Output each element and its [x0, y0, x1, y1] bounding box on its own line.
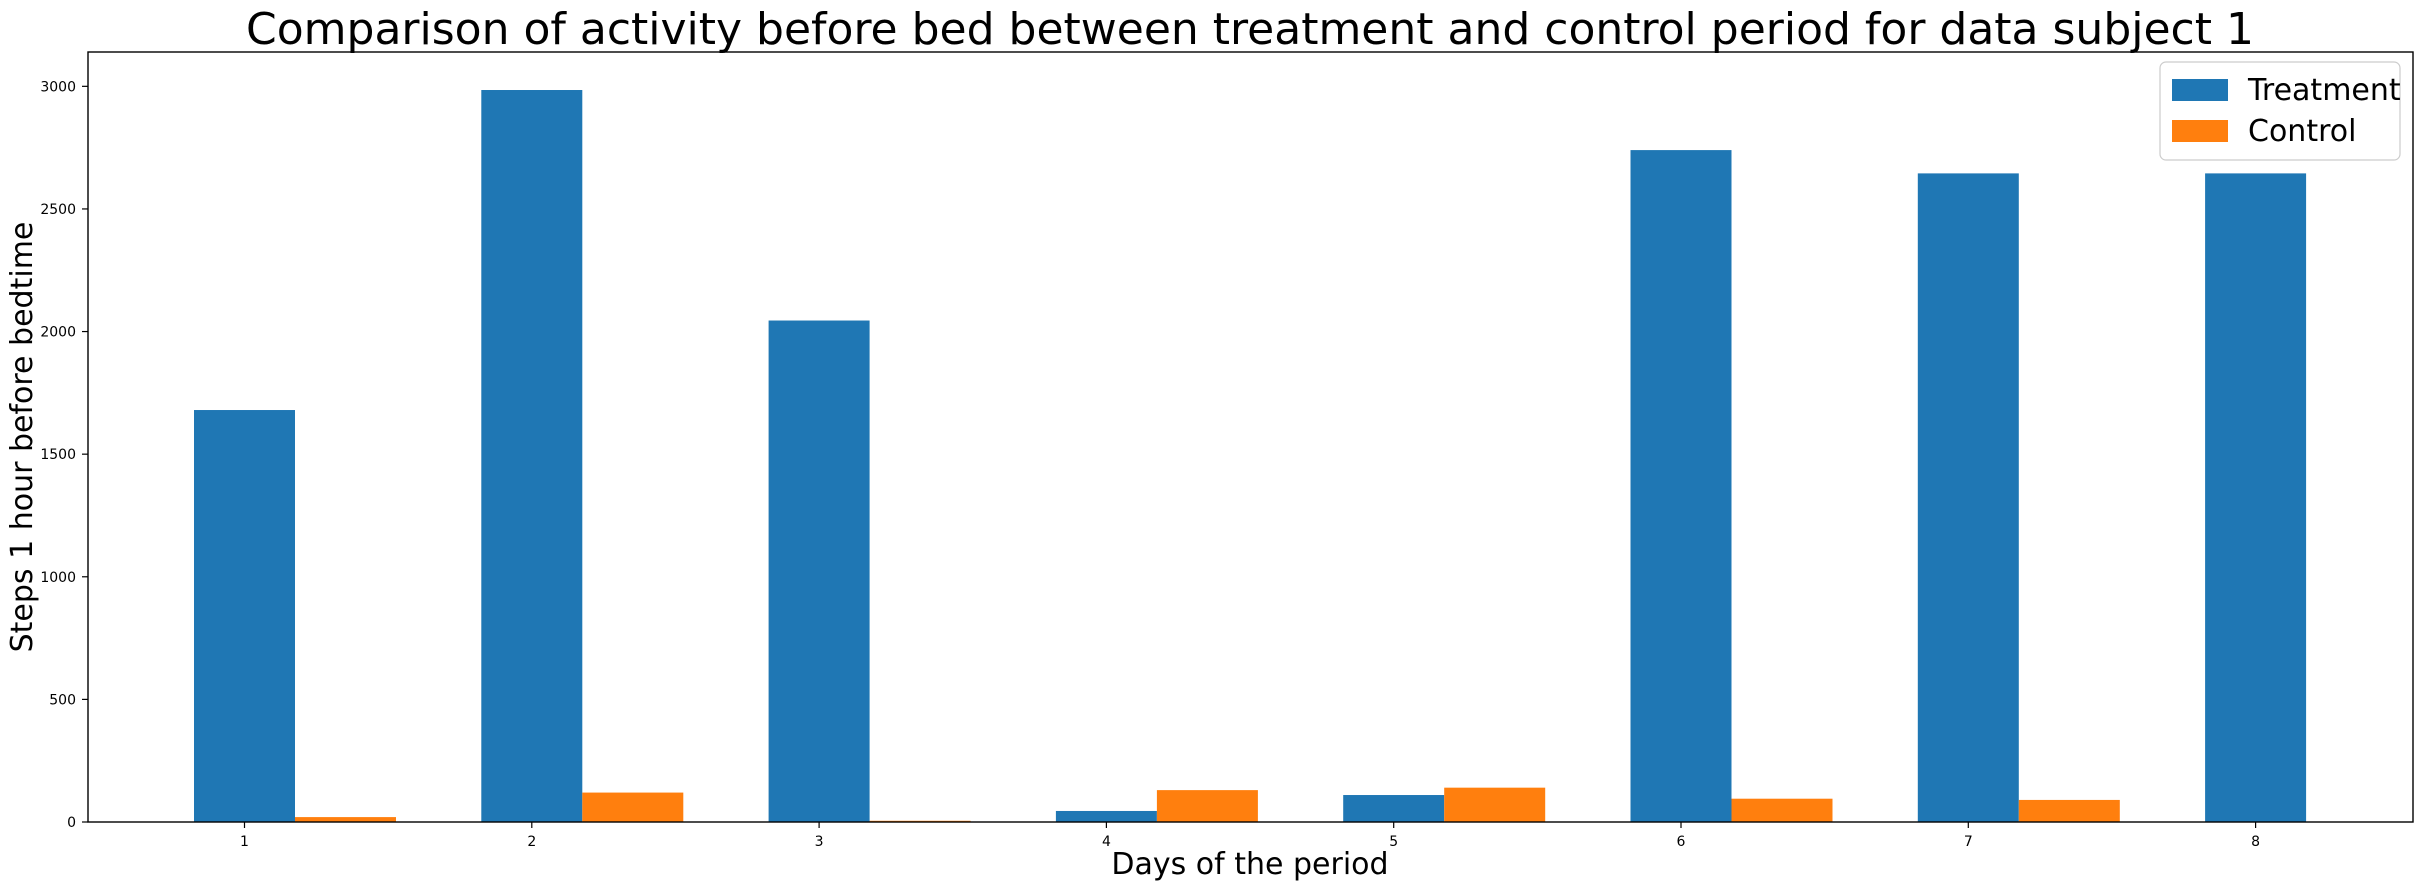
y-tick-label: 500 — [49, 692, 76, 708]
y-axis-label: Steps 1 hour before bedtime — [5, 222, 40, 653]
y-tick-label: 2500 — [40, 202, 76, 218]
bar-control-day-4 — [1156, 790, 1258, 822]
bar-treatment-day-4 — [1055, 810, 1157, 822]
x-tick-label: 1 — [240, 834, 249, 850]
legend-swatch-control — [2172, 120, 2228, 142]
legend-label-treatment: Treatment — [2247, 73, 2401, 108]
x-tick-label: 4 — [1102, 834, 1111, 850]
y-tick-label: 2000 — [40, 325, 76, 341]
legend-swatch-treatment — [2172, 79, 2228, 101]
y-tick-label: 0 — [67, 815, 76, 831]
bar-treatment-day-3 — [768, 320, 870, 822]
legend: Treatment Control — [2159, 61, 2401, 161]
x-tick-label: 5 — [1389, 834, 1398, 850]
bar-treatment-day-5 — [1343, 795, 1445, 822]
bar-control-day-5 — [1444, 787, 1546, 822]
y-ticks: 0 500 1000 1500 2000 2500 3000 — [40, 79, 88, 831]
bar-treatment-day-2 — [481, 90, 583, 823]
legend-label-control: Control — [2248, 114, 2356, 149]
bar-control-day-6 — [1731, 798, 1833, 822]
bar-treatment-day-8 — [2205, 173, 2307, 822]
bar-treatment-day-6 — [1630, 150, 1732, 822]
y-tick-label: 1500 — [40, 447, 76, 463]
bars-group — [194, 90, 2307, 823]
y-tick-label: 3000 — [40, 79, 76, 95]
bar-control-day-2 — [582, 792, 684, 822]
chart-title: Comparison of activity before bed betwee… — [246, 4, 2254, 55]
bar-control-day-1 — [295, 817, 396, 822]
x-axis-label: Days of the period — [1111, 847, 1388, 882]
x-tick-label: 3 — [815, 834, 824, 850]
bar-treatment-day-7 — [1917, 173, 2019, 822]
x-ticks: 1 2 3 4 5 6 7 8 — [240, 822, 2260, 850]
x-tick-label: 2 — [527, 834, 536, 850]
bar-treatment-day-1 — [194, 410, 295, 822]
bar-control-day-7 — [2018, 799, 2120, 822]
x-tick-label: 7 — [1964, 834, 1973, 850]
x-tick-label: 8 — [2251, 834, 2260, 850]
x-tick-label: 6 — [1677, 834, 1686, 850]
plot-frame — [87, 51, 2414, 823]
y-tick-label: 1000 — [40, 570, 76, 586]
